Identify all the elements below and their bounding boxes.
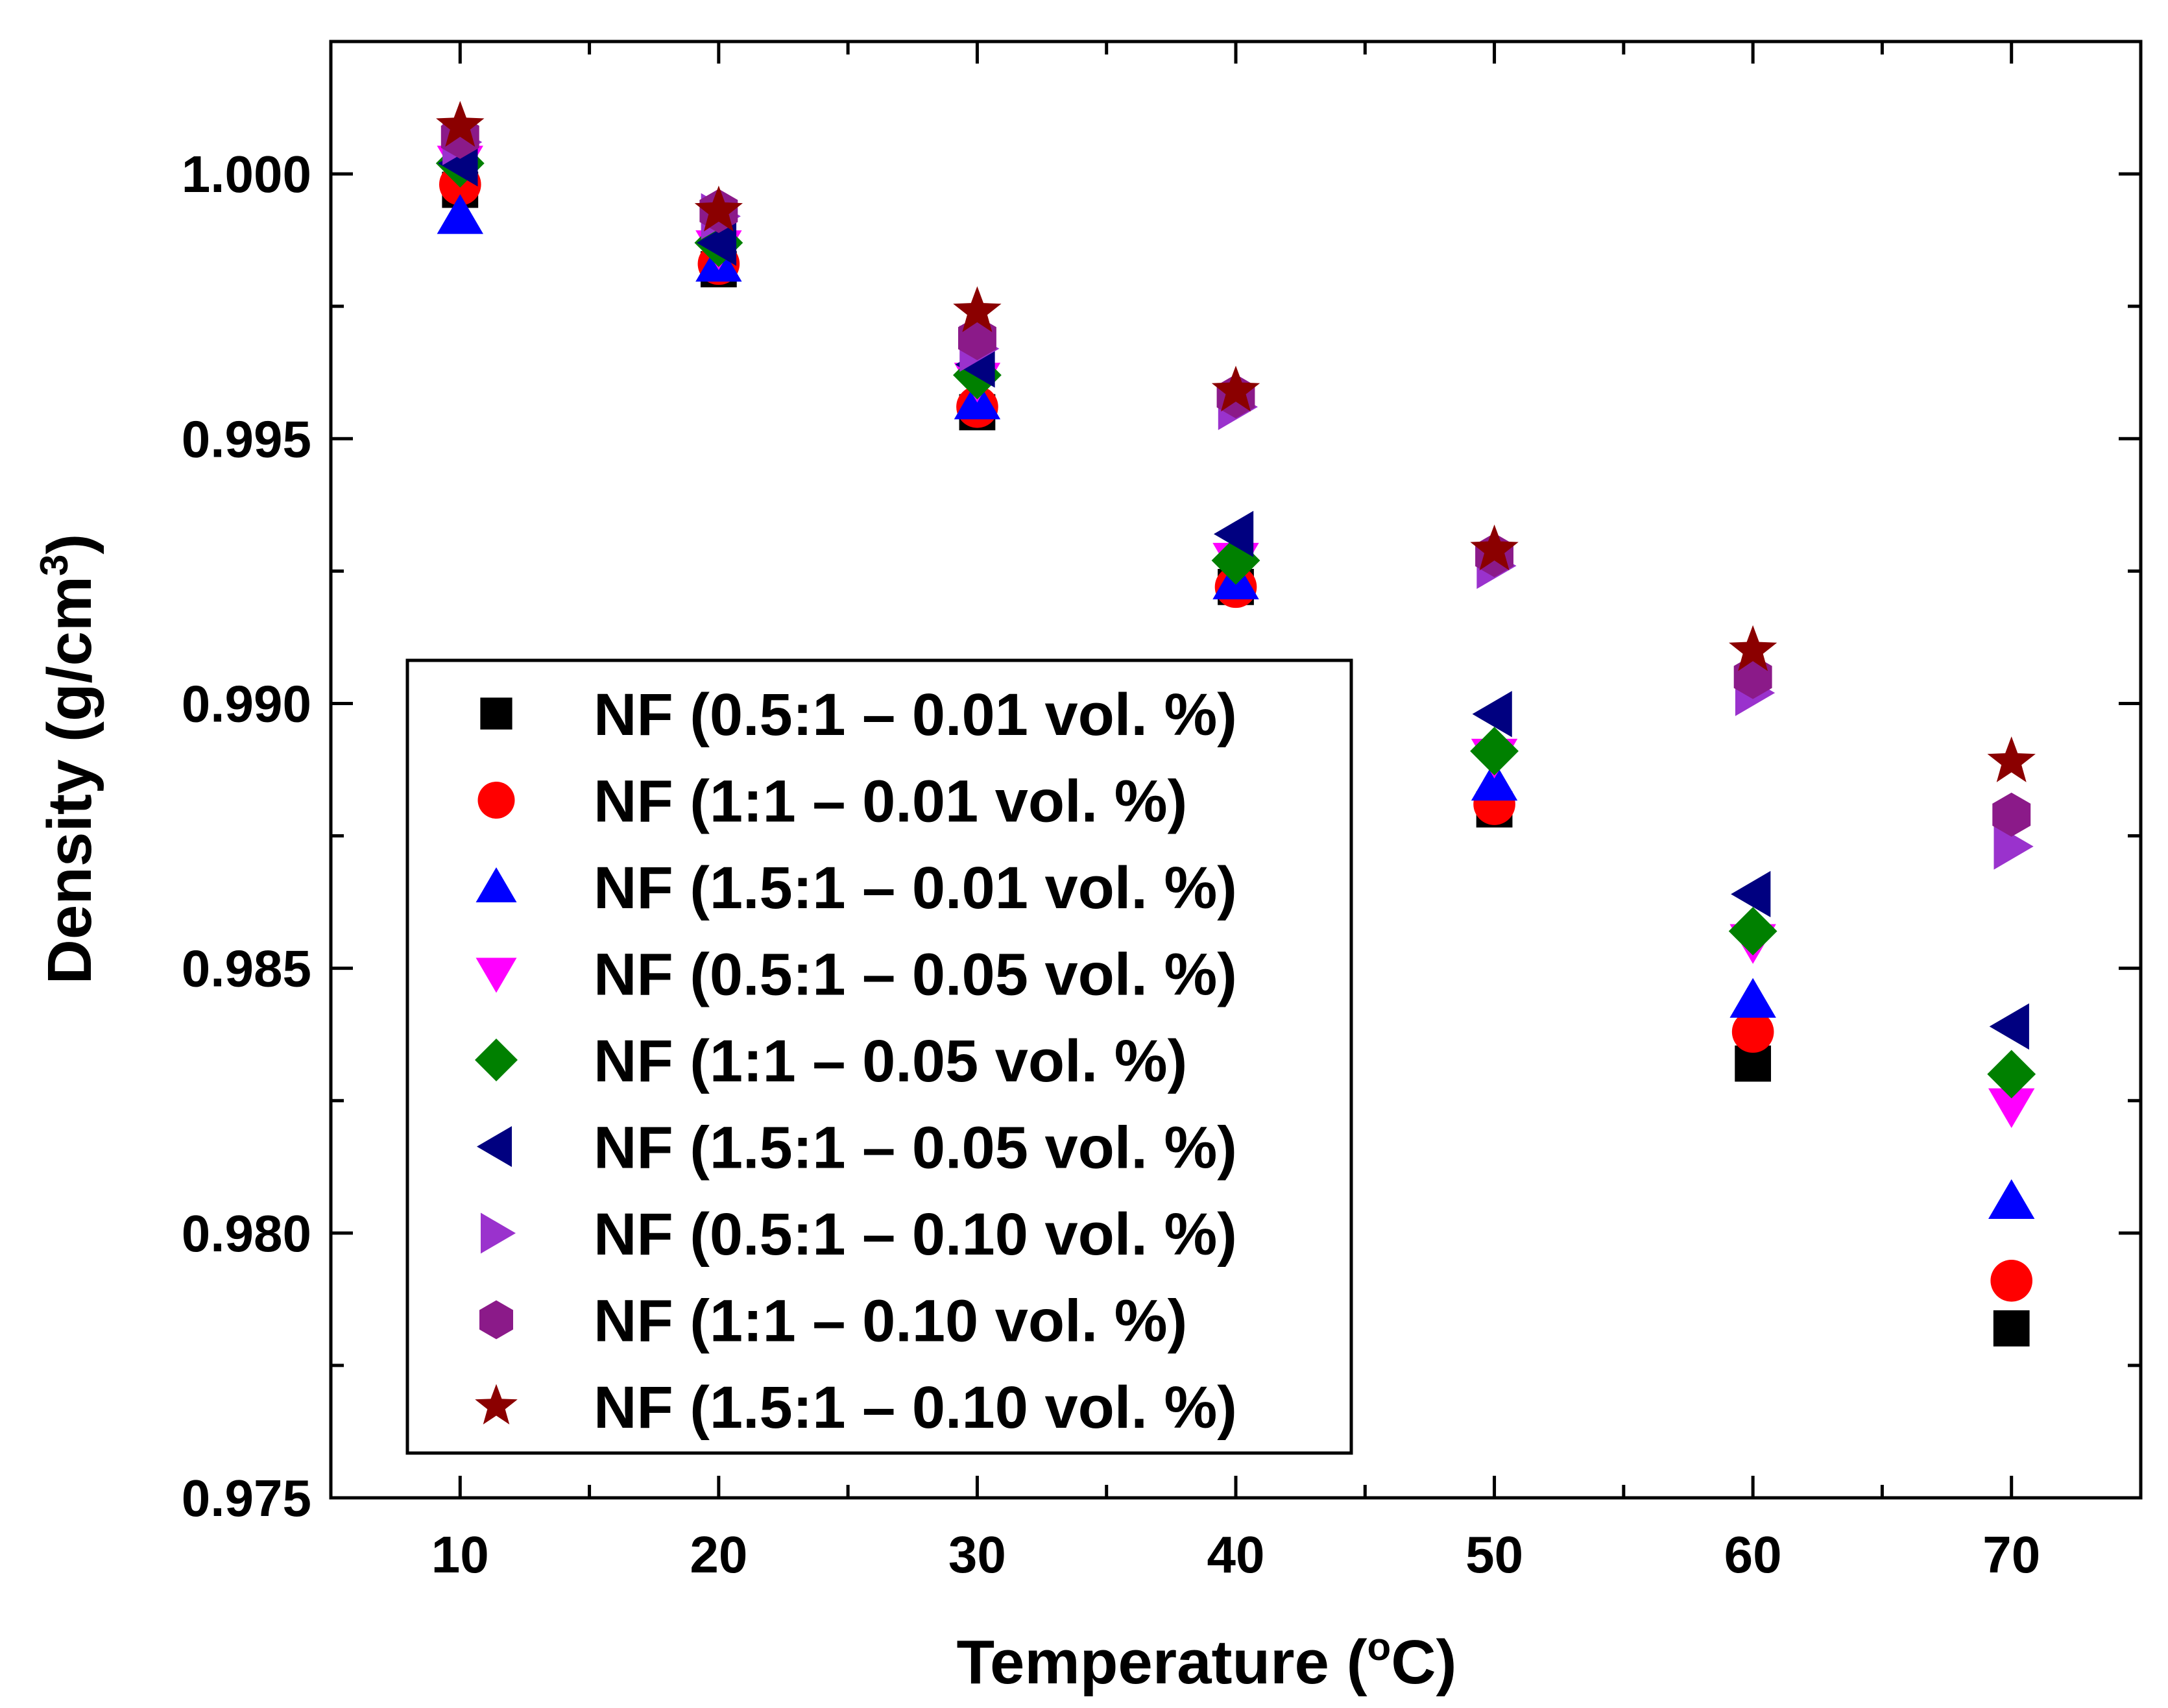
data-point: [1731, 871, 1771, 918]
data-points: [435, 101, 2036, 1347]
plot-frame: [329, 40, 2143, 1500]
legend-entry: NF (1.5:1 – 0.10 vol. %): [475, 1375, 1237, 1441]
legend-marker: [475, 1039, 518, 1081]
data-point: [1729, 625, 1777, 671]
x-tick-label: 20: [690, 1526, 747, 1583]
data-point: [1731, 1011, 1774, 1053]
legend-entry: NF (1:1 – 0.10 vol. %): [479, 1288, 1187, 1354]
data-point: [1470, 524, 1519, 571]
legend-entry: NF (0.5:1 – 0.10 vol. %): [481, 1201, 1237, 1268]
data-point: [1990, 1259, 2033, 1302]
data-point: [1471, 760, 1518, 801]
legend-entry: NF (1.5:1 – 0.05 vol. %): [477, 1115, 1237, 1181]
data-point: [1992, 792, 2031, 837]
legend: NF (0.5:1 – 0.01 vol. %) NF (1:1 – 0.01 v…: [405, 658, 1353, 1455]
legend-marker: [481, 1212, 516, 1254]
legend-marker: [477, 782, 515, 819]
data-point: [1472, 691, 1512, 738]
legend-marker: [476, 957, 517, 993]
data-point: [1987, 736, 2036, 782]
legend-entry: NF (1:1 – 0.01 vol. %): [477, 769, 1187, 835]
legend-entry: NF (1.5:1 – 0.01 vol. %): [476, 855, 1237, 921]
legend-marker: [479, 1300, 513, 1340]
legend-entry: NF (0.5:1 – 0.05 vol. %): [476, 942, 1237, 1008]
data-point: [696, 219, 737, 266]
data-point: [1988, 1179, 2035, 1220]
legend-label: NF (1:1 – 0.05 vol. %): [594, 1028, 1187, 1094]
data-point: [436, 101, 485, 147]
legend-label: NF (1:1 – 0.10 vol. %): [594, 1288, 1187, 1354]
data-point: [1993, 823, 2034, 870]
series-9: [436, 101, 2036, 782]
legend-label: NF (1:1 – 0.01 vol. %): [594, 769, 1187, 835]
y-axis-title: Density (g/cm3): [32, 534, 104, 985]
y-tick-label: 0.990: [182, 675, 311, 732]
x-tick-label: 50: [1465, 1526, 1523, 1583]
legend-label: NF (0.5:1 – 0.05 vol. %): [594, 942, 1237, 1008]
x-tick-label: 10: [431, 1526, 489, 1583]
x-tick-label: 70: [1982, 1526, 2040, 1583]
axis-ticks: [329, 40, 2143, 1500]
legend-label: NF (1.5:1 – 0.10 vol. %): [594, 1375, 1237, 1441]
legend-marker: [476, 867, 517, 902]
y-tick-label: 0.980: [182, 1205, 311, 1262]
legend-label: NF (0.5:1 – 0.10 vol. %): [594, 1201, 1237, 1268]
y-tick-label: 1.000: [182, 145, 311, 203]
x-tick-label: 30: [948, 1526, 1006, 1583]
legend-label: NF (1.5:1 – 0.01 vol. %): [594, 855, 1237, 921]
data-point: [953, 286, 1002, 332]
data-point: [1988, 1088, 2035, 1128]
data-point: [437, 194, 483, 234]
data-point: [1729, 978, 1776, 1018]
data-point: [1728, 907, 1777, 956]
tick-labels: 10 20 30 40 50 60 70 0.975 0.980 0.985 0.990 0.995 1…: [182, 145, 2040, 1583]
y-tick-label: 0.995: [182, 410, 311, 468]
legend-marker: [480, 697, 512, 730]
legend-box: [405, 658, 1353, 1455]
legend-entry: NF (1:1 – 0.05 vol. %): [475, 1028, 1187, 1094]
data-point: [1993, 1310, 2030, 1347]
data-point: [1470, 727, 1519, 776]
x-tick-label: 60: [1724, 1526, 1782, 1583]
data-point: [1987, 1050, 2036, 1099]
legend-entry: NF (0.5:1 – 0.01 vol. %): [480, 682, 1237, 748]
legend-marker: [477, 1126, 512, 1167]
data-point: [1989, 1003, 2029, 1050]
legend-marker: [475, 1384, 518, 1425]
x-axis-title: Temperature (oC): [957, 1625, 1457, 1697]
x-tick-label: 40: [1207, 1526, 1265, 1583]
legend-label: NF (1.5:1 – 0.05 vol. %): [594, 1115, 1237, 1181]
y-tick-label: 0.975: [182, 1469, 311, 1527]
data-point: [1214, 511, 1254, 557]
y-tick-label: 0.985: [182, 940, 311, 998]
legend-label: NF (0.5:1 – 0.01 vol. %): [594, 682, 1237, 748]
data-point: [694, 186, 743, 232]
data-point: [1211, 365, 1260, 412]
